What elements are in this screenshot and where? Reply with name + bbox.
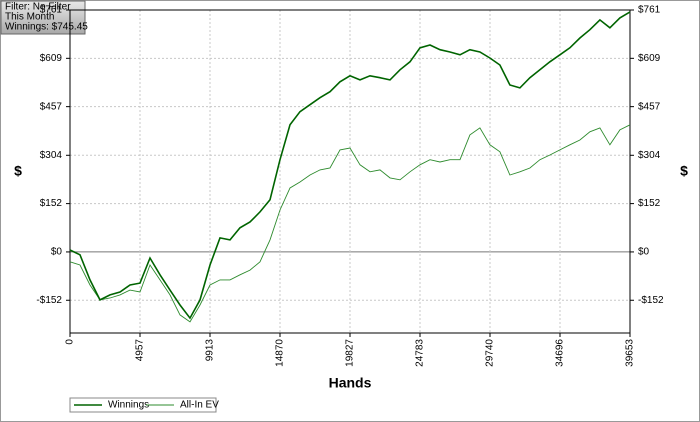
x-tick-label: 0	[65, 339, 76, 345]
x-tick-label: 19827	[345, 339, 356, 367]
y2-tick-label: $0	[638, 247, 650, 258]
series-line	[69, 11, 631, 320]
y2-tick-label: $761	[638, 5, 661, 16]
y2-tick-label: $609	[638, 53, 661, 64]
info-period: This Month	[5, 12, 54, 23]
x-tick-label: 34696	[555, 339, 566, 367]
y-tick-label: $457	[40, 101, 63, 112]
y2-axis-title: $	[680, 163, 688, 179]
info-filter: Filter: No Filter	[5, 2, 71, 13]
info-box	[0, 0, 86, 35]
y2-tick-label: $304	[638, 150, 661, 161]
x-tick-label: 39653	[625, 339, 636, 367]
x-axis-title: Hands	[329, 375, 372, 391]
legend	[69, 397, 217, 413]
legend-label: All-In EV	[180, 400, 219, 411]
y2-tick-label: $457	[638, 101, 661, 112]
y-tick-label: -$152	[36, 295, 62, 306]
legend-label: Winnings	[108, 400, 149, 411]
x-tick-label: 9913	[205, 339, 216, 362]
y-tick-label: $761	[40, 5, 63, 16]
y-tick-label: $152	[40, 198, 63, 209]
info-winnings: Winnings: $745.45	[5, 22, 88, 33]
y-tick-label: $304	[40, 150, 63, 161]
y2-tick-label: -$152	[638, 295, 664, 306]
x-tick-label: 24783	[415, 339, 426, 367]
plot-border	[69, 9, 631, 334]
y-tick-label: $609	[40, 53, 63, 64]
x-tick-label: 4957	[135, 339, 146, 362]
x-tick-label: 14870	[275, 339, 286, 367]
series-line	[69, 124, 631, 323]
y2-tick-label: $152	[638, 198, 661, 209]
y-tick-label: $0	[51, 247, 63, 258]
y-axis-title: $	[14, 163, 22, 179]
x-tick-label: 29740	[485, 339, 496, 367]
